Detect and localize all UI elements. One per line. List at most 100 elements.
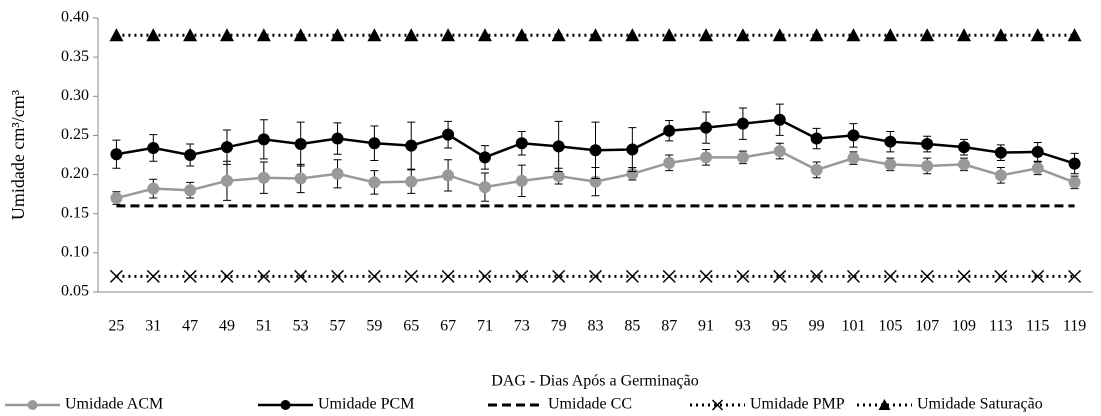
data-point — [147, 182, 160, 195]
data-point — [515, 137, 528, 150]
x-tick-label: 67 — [440, 318, 456, 335]
data-point — [552, 140, 565, 153]
x-tick-label: 57 — [330, 318, 346, 335]
data-point — [514, 28, 529, 42]
data-point — [846, 28, 861, 42]
data-point — [994, 146, 1007, 159]
y-tick-label: 0.20 — [61, 165, 89, 182]
data-point — [219, 28, 234, 42]
data-point — [810, 132, 823, 145]
data-point — [846, 269, 860, 283]
data-point — [958, 141, 971, 154]
x-tick-label: 101 — [841, 318, 865, 335]
x-tick-label: 107 — [915, 318, 939, 335]
data-point — [883, 269, 897, 283]
x-tick-label: 109 — [952, 318, 976, 335]
data-point — [404, 269, 418, 283]
data-point — [552, 170, 565, 183]
data-point — [884, 135, 897, 148]
legend-marker — [280, 400, 291, 410]
data-point — [183, 28, 198, 42]
data-point — [109, 269, 123, 283]
data-point — [331, 167, 344, 180]
x-tick-label: 65 — [403, 318, 419, 335]
data-point — [405, 139, 418, 152]
data-point — [847, 129, 860, 142]
data-point — [735, 28, 750, 42]
data-point — [515, 174, 528, 187]
legend-marker — [878, 399, 891, 410]
y-tick-label: 0.25 — [61, 126, 89, 143]
data-point — [884, 158, 897, 171]
data-point — [147, 141, 160, 154]
data-point — [699, 28, 714, 42]
data-point — [700, 151, 713, 164]
legend-label: Umidade CC — [548, 396, 632, 413]
data-point — [773, 269, 787, 283]
data-point — [110, 192, 123, 205]
data-point — [626, 143, 639, 156]
data-point — [330, 28, 345, 42]
data-point — [1068, 157, 1081, 170]
data-point — [588, 28, 603, 42]
data-point — [478, 151, 491, 164]
data-point — [551, 28, 566, 42]
x-tick-label: 119 — [1063, 318, 1086, 335]
x-tick-label: 47 — [182, 318, 198, 335]
data-point — [552, 269, 566, 283]
data-point — [1031, 269, 1045, 283]
data-point — [662, 269, 676, 283]
data-point — [773, 145, 786, 158]
data-point — [368, 176, 381, 189]
data-point — [478, 181, 491, 194]
data-point — [921, 159, 934, 172]
legend-label: Umidade PMP — [750, 396, 845, 413]
data-point — [146, 269, 160, 283]
data-point — [220, 141, 233, 154]
y-tick-label: 0.35 — [61, 48, 89, 65]
data-point — [257, 133, 270, 146]
data-point — [368, 137, 381, 150]
data-point — [110, 148, 123, 161]
data-point — [405, 175, 418, 188]
legend-marker — [711, 399, 724, 411]
data-point — [294, 172, 307, 185]
data-point — [957, 269, 971, 283]
data-point — [442, 169, 455, 182]
data-point — [367, 269, 381, 283]
data-point — [183, 269, 197, 283]
x-tick-label: 51 — [256, 318, 272, 335]
data-point — [700, 121, 713, 134]
data-point — [958, 158, 971, 171]
data-point — [478, 269, 492, 283]
data-point — [184, 184, 197, 197]
data-point — [1030, 28, 1045, 42]
data-point — [1067, 28, 1082, 42]
data-point — [589, 144, 602, 157]
data-point — [293, 28, 308, 42]
x-tick-label: 79 — [551, 318, 567, 335]
x-tick-label: 53 — [293, 318, 309, 335]
x-tick-label: 83 — [588, 318, 604, 335]
data-point — [257, 171, 270, 184]
x-tick-label: 87 — [661, 318, 677, 335]
data-point — [809, 28, 824, 42]
data-point — [404, 28, 419, 42]
x-tick-label: 91 — [698, 318, 714, 335]
data-point — [736, 151, 749, 164]
data-point — [441, 269, 455, 283]
data-point — [331, 132, 344, 145]
data-point — [256, 28, 271, 42]
data-point — [847, 152, 860, 165]
y-axis-title: Umidade cm³/cm³ — [8, 89, 28, 220]
data-point — [331, 269, 345, 283]
legend-label: Umidade Saturação — [917, 396, 1043, 413]
legend-marker — [27, 400, 38, 410]
data-point — [810, 269, 824, 283]
data-point — [1031, 162, 1044, 175]
y-tick-label: 0.10 — [61, 244, 89, 261]
x-tick-label: 113 — [989, 318, 1012, 335]
data-point — [146, 28, 161, 42]
data-point — [625, 269, 639, 283]
data-point — [294, 138, 307, 151]
